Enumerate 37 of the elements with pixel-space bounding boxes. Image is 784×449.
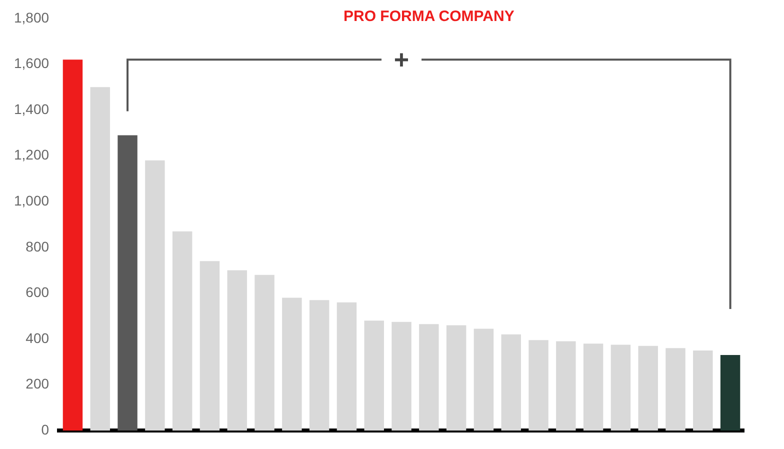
bar: [666, 348, 686, 431]
y-tick-label: 1,200: [14, 146, 50, 163]
bar: [501, 334, 521, 431]
bar: [90, 87, 110, 431]
bar: [309, 300, 330, 431]
bar: [172, 231, 192, 431]
y-tick-label: 600: [26, 284, 50, 300]
y-tick-label: 1,800: [14, 9, 50, 26]
bar: [282, 298, 302, 431]
bar: [583, 344, 604, 431]
bar: [419, 324, 439, 431]
bar: [474, 328, 494, 431]
y-tick-label: 400: [26, 330, 50, 346]
bar: [556, 341, 576, 431]
bar: [145, 160, 165, 431]
bar: [254, 274, 274, 431]
chart-title: PRO FORMA COMPANY: [343, 8, 514, 26]
y-tick-label: 1,400: [14, 100, 50, 117]
bar: [200, 261, 220, 431]
bar: [62, 60, 83, 431]
bar: [446, 325, 466, 431]
bar: [528, 340, 548, 431]
y-tick-label: 1,600: [14, 55, 50, 72]
bar: [720, 355, 740, 431]
y-tick-label: 0: [41, 421, 50, 438]
bar: [693, 350, 713, 431]
y-tick-label: 200: [26, 376, 50, 392]
y-tick-label: 800: [26, 238, 50, 254]
bar: [118, 135, 138, 431]
bar: [638, 346, 658, 431]
bar: [364, 320, 384, 431]
bar: [610, 344, 631, 431]
bar: [227, 270, 247, 431]
annotation: +: [394, 44, 410, 76]
bar: [336, 302, 357, 431]
bar: [392, 322, 412, 431]
y-tick-label: 1,000: [14, 192, 50, 208]
